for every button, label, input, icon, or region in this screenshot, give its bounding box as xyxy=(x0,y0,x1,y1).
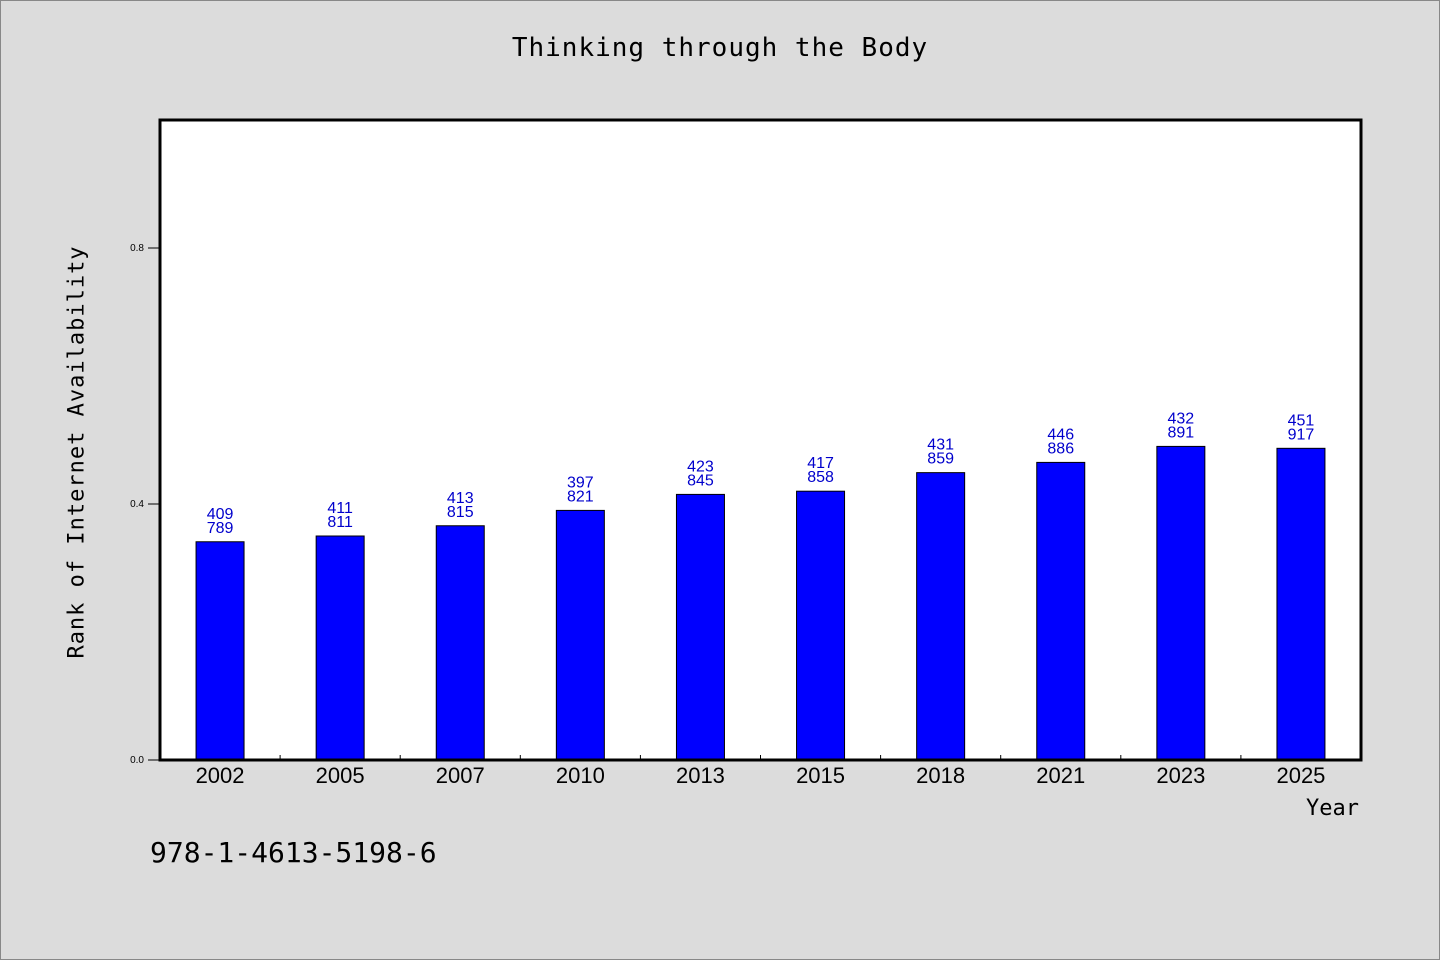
data-label-bottom: 859 xyxy=(927,451,954,468)
y-tick-label: 0.8 xyxy=(130,243,144,254)
data-label-top: 451 xyxy=(1288,412,1315,429)
data-label-top: 411 xyxy=(327,500,353,517)
x-tick-label: 2015 xyxy=(796,763,845,788)
data-label-bottom: 917 xyxy=(1288,426,1315,443)
data-label-bottom: 891 xyxy=(1167,424,1194,441)
plot-border xyxy=(158,118,1363,762)
data-label-top: 432 xyxy=(1167,410,1194,427)
chart-title: Thinking through the Body xyxy=(511,33,929,63)
x-tick-label: 2018 xyxy=(916,763,965,788)
data-label-bottom: 886 xyxy=(1047,440,1074,457)
bar xyxy=(1276,447,1326,761)
isbn-label: 978-1-4613-5198-6 xyxy=(150,836,437,869)
bar xyxy=(1156,445,1206,761)
data-label-bottom: 789 xyxy=(207,520,234,537)
bar xyxy=(195,541,245,761)
data-label-bottom: 821 xyxy=(567,488,594,505)
bar xyxy=(555,509,605,761)
data-label-top: 431 xyxy=(927,437,954,454)
data-label-top: 446 xyxy=(1047,426,1074,443)
bar xyxy=(916,472,966,761)
x-tick-label: 2007 xyxy=(436,763,485,788)
data-label-bottom: 858 xyxy=(807,469,834,486)
x-tick-label: 2002 xyxy=(196,763,245,788)
bar xyxy=(675,493,725,761)
data-label-top: 417 xyxy=(807,455,834,472)
x-tick-label: 2021 xyxy=(1036,763,1085,788)
x-tick-label: 2013 xyxy=(676,763,725,788)
bar xyxy=(1036,461,1086,761)
x-tick-label: 2010 xyxy=(556,763,605,788)
data-label-top: 397 xyxy=(567,474,594,491)
bar xyxy=(435,525,485,761)
data-label-bottom: 845 xyxy=(687,472,714,489)
x-tick-label: 2023 xyxy=(1156,763,1205,788)
data-label-bottom: 811 xyxy=(327,514,353,531)
data-label-top: 423 xyxy=(687,458,714,475)
data-label-top: 413 xyxy=(447,490,474,507)
x-axis-label: Year xyxy=(1306,796,1359,821)
bar xyxy=(796,490,846,761)
data-label-bottom: 815 xyxy=(447,504,474,521)
x-tick-label: 2005 xyxy=(316,763,365,788)
bar xyxy=(315,535,365,761)
y-tick-label: 0.4 xyxy=(130,499,144,510)
y-tick-label: 0.0 xyxy=(130,755,144,766)
x-tick-label: 2025 xyxy=(1276,763,1325,788)
data-label-top: 409 xyxy=(207,506,234,523)
